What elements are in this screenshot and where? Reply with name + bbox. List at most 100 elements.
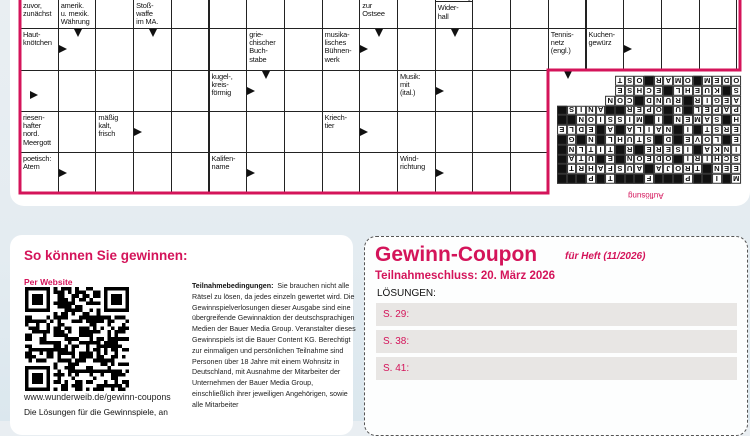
solution-cell: P bbox=[712, 105, 722, 116]
grid-cell[interactable] bbox=[359, 152, 398, 194]
how-to-win-title: So können Sie gewinnen: bbox=[24, 248, 188, 263]
grid-cell[interactable] bbox=[472, 28, 512, 71]
grid-cell[interactable] bbox=[472, 152, 512, 194]
solution-cell: M bbox=[634, 114, 645, 125]
clue-cell: riesen- hafter nord. Meergott bbox=[20, 111, 59, 153]
solution-cell: L bbox=[576, 144, 587, 155]
arrow-down-icon bbox=[73, 29, 82, 37]
solution-cell: A bbox=[663, 76, 674, 86]
grid-cell[interactable] bbox=[170, 28, 210, 71]
solution-cell bbox=[557, 115, 567, 125]
solution-cell bbox=[673, 173, 683, 184]
grid-cell[interactable] bbox=[397, 0, 436, 29]
grid-cell[interactable] bbox=[133, 152, 172, 194]
solution-cell bbox=[566, 115, 577, 125]
grid-cell[interactable] bbox=[170, 0, 210, 29]
solution-field-s41[interactable]: S. 41: bbox=[376, 357, 737, 380]
grid-cell[interactable] bbox=[397, 111, 436, 153]
grid-cell[interactable] bbox=[208, 28, 248, 71]
grid-cell[interactable] bbox=[585, 0, 625, 29]
solution-cell: L bbox=[673, 86, 683, 96]
grid-cell[interactable] bbox=[434, 111, 474, 153]
grid-cell[interactable] bbox=[208, 0, 248, 29]
solution-cell: U bbox=[702, 86, 712, 96]
solution-cell bbox=[566, 173, 577, 184]
solution-cell bbox=[586, 76, 596, 86]
grid-cell[interactable] bbox=[660, 28, 700, 71]
grid-cell[interactable] bbox=[698, 0, 738, 29]
solution-cell bbox=[663, 85, 674, 96]
grid-cell[interactable] bbox=[283, 0, 323, 29]
solution-cell bbox=[721, 134, 732, 145]
solution-cell bbox=[615, 144, 625, 155]
solution-cell bbox=[673, 154, 683, 165]
grid-cell[interactable] bbox=[246, 111, 285, 153]
arrow-down-icon bbox=[262, 71, 271, 79]
grid-cell[interactable] bbox=[95, 152, 135, 194]
grid-cell[interactable] bbox=[57, 111, 97, 153]
solution-cell: P bbox=[644, 105, 654, 116]
solution-cell: E bbox=[557, 125, 567, 135]
grid-cell[interactable] bbox=[321, 70, 361, 112]
solution-cell: N bbox=[624, 154, 635, 165]
solution-cell bbox=[663, 105, 674, 116]
field-label: S. 38: bbox=[383, 336, 410, 347]
solution-field-s29[interactable]: S. 29: bbox=[376, 303, 737, 326]
solution-cell: S bbox=[615, 164, 625, 174]
grid-cell[interactable] bbox=[510, 0, 549, 29]
website-link[interactable]: www.wunderweib.de/gewinn-coupons bbox=[24, 392, 171, 402]
solution-cell: E bbox=[644, 144, 654, 155]
grid-cell[interactable] bbox=[283, 152, 323, 194]
grid-cell[interactable] bbox=[321, 0, 361, 29]
grid-cell[interactable] bbox=[283, 111, 323, 153]
grid-cell[interactable] bbox=[623, 0, 662, 29]
grid-cell[interactable] bbox=[359, 70, 398, 112]
solution-cell: A bbox=[731, 95, 742, 106]
solution-cell: O bbox=[634, 154, 645, 165]
clue-cell: zur Ostsee bbox=[359, 0, 398, 29]
grid-cell[interactable] bbox=[698, 28, 738, 71]
coupon-issue: für Heft (11/2026) bbox=[565, 251, 646, 262]
grid-cell[interactable] bbox=[472, 70, 512, 112]
grid-cell[interactable] bbox=[472, 111, 512, 153]
grid-cell[interactable] bbox=[510, 28, 549, 71]
grid-cell[interactable] bbox=[95, 0, 135, 29]
grid-cell[interactable] bbox=[660, 0, 700, 29]
grid-cell[interactable] bbox=[170, 111, 210, 153]
grid-cell[interactable] bbox=[95, 28, 135, 71]
grid-cell[interactable] bbox=[321, 152, 361, 194]
solution-field-s38[interactable]: S. 38: bbox=[376, 330, 737, 353]
solution-cell: A bbox=[702, 144, 712, 155]
clue-cell: Wider- hall bbox=[434, 1, 474, 29]
grid-cell[interactable] bbox=[397, 28, 436, 71]
grid-cell[interactable] bbox=[133, 70, 172, 112]
grid-cell[interactable] bbox=[510, 111, 549, 153]
qr-code[interactable] bbox=[25, 287, 129, 391]
grid-cell[interactable] bbox=[510, 152, 549, 194]
solution-cell: A bbox=[566, 154, 577, 165]
grid-cell[interactable] bbox=[170, 70, 210, 112]
solution-cell: E bbox=[702, 105, 712, 116]
solution-cell: L bbox=[712, 135, 722, 145]
grid-cell[interactable] bbox=[510, 70, 549, 112]
grid-cell[interactable] bbox=[95, 70, 135, 112]
grid-cell[interactable] bbox=[283, 70, 323, 112]
solution-cell: A bbox=[653, 125, 664, 135]
grid-cell[interactable] bbox=[208, 111, 248, 153]
grid-cell[interactable] bbox=[170, 152, 210, 194]
solution-cell: M bbox=[673, 75, 683, 86]
grid-cell[interactable] bbox=[472, 0, 512, 29]
arrow-down-icon bbox=[375, 29, 384, 37]
grid-cell[interactable] bbox=[547, 0, 587, 29]
field-label: S. 41: bbox=[383, 363, 410, 374]
solution-cell: O bbox=[673, 163, 683, 174]
solution-cell: O bbox=[634, 75, 645, 86]
grid-cell[interactable] bbox=[283, 28, 323, 71]
solution-cell bbox=[567, 86, 577, 96]
grid-cell[interactable] bbox=[57, 70, 97, 112]
solution-cell: I bbox=[595, 144, 606, 155]
solution-cell bbox=[644, 115, 654, 125]
grid-cell[interactable] bbox=[246, 0, 285, 29]
solution-cell bbox=[576, 96, 586, 106]
grid-cell[interactable] bbox=[20, 70, 59, 112]
